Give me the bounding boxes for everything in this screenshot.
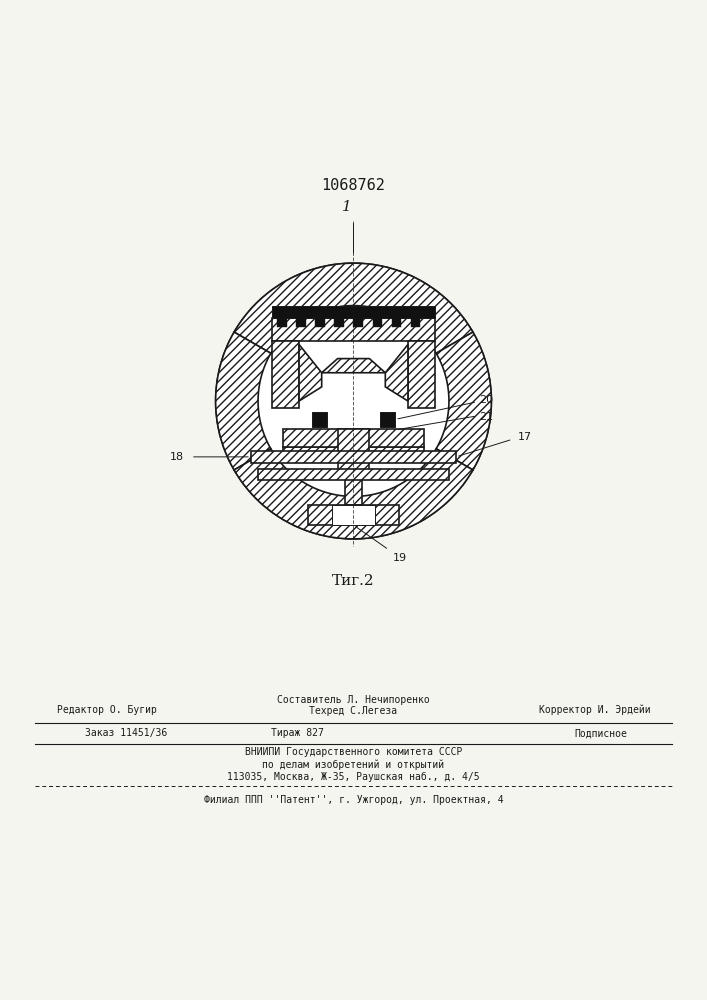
Text: 20: 20	[479, 395, 493, 405]
Polygon shape	[392, 318, 402, 327]
Text: 1: 1	[341, 200, 351, 214]
Text: ВНИИПИ Государственного комитета СССР: ВНИИПИ Государственного комитета СССР	[245, 747, 462, 757]
Polygon shape	[354, 318, 363, 327]
Polygon shape	[272, 341, 299, 408]
Polygon shape	[234, 263, 473, 353]
Text: Корректор И. Эрдейи: Корректор И. Эрдейи	[539, 705, 650, 715]
Polygon shape	[380, 412, 395, 427]
Polygon shape	[299, 344, 322, 401]
Polygon shape	[408, 341, 435, 408]
Polygon shape	[312, 412, 327, 427]
Text: 17: 17	[518, 432, 532, 442]
Text: по делам изобретений и открытий: по делам изобретений и открытий	[262, 759, 445, 770]
Polygon shape	[272, 318, 435, 341]
Text: Τиг.2: Τиг.2	[332, 574, 375, 588]
Polygon shape	[436, 332, 491, 470]
Polygon shape	[216, 332, 271, 470]
Text: Подписное: Подписное	[575, 728, 627, 738]
Polygon shape	[322, 359, 385, 373]
Polygon shape	[283, 429, 424, 447]
Text: 21: 21	[479, 412, 493, 422]
Polygon shape	[283, 447, 424, 460]
Polygon shape	[385, 344, 408, 401]
Text: Техред С.Легеза: Техред С.Легеза	[310, 706, 397, 716]
Polygon shape	[345, 473, 362, 505]
Text: 19: 19	[392, 553, 407, 563]
Text: Тираж 827: Тираж 827	[271, 728, 323, 738]
Polygon shape	[296, 318, 305, 327]
Polygon shape	[332, 505, 375, 525]
Text: 113035, Москва, Ж-35, Раушская наб., д. 4/5: 113035, Москва, Ж-35, Раушская наб., д. …	[227, 772, 480, 782]
Polygon shape	[334, 318, 344, 327]
Polygon shape	[277, 318, 286, 327]
Text: Редактор О. Бугир: Редактор О. Бугир	[57, 705, 156, 715]
Polygon shape	[308, 505, 399, 525]
Polygon shape	[272, 306, 435, 318]
Circle shape	[216, 263, 491, 539]
Polygon shape	[373, 318, 382, 327]
Polygon shape	[234, 449, 473, 539]
Text: Заказ 11451/36: Заказ 11451/36	[85, 728, 167, 738]
Text: 18: 18	[170, 452, 184, 462]
Polygon shape	[315, 318, 325, 327]
Text: Филиал ППП ''Патент'', г. Ужгород, ул. Проектная, 4: Филиал ППП ''Патент'', г. Ужгород, ул. П…	[204, 795, 503, 805]
Text: Составитель Л. Нечипоренко: Составитель Л. Нечипоренко	[277, 695, 430, 705]
Text: 1068762: 1068762	[322, 178, 385, 193]
Polygon shape	[258, 469, 449, 480]
Polygon shape	[251, 451, 456, 463]
Polygon shape	[338, 429, 369, 473]
Polygon shape	[411, 318, 421, 327]
